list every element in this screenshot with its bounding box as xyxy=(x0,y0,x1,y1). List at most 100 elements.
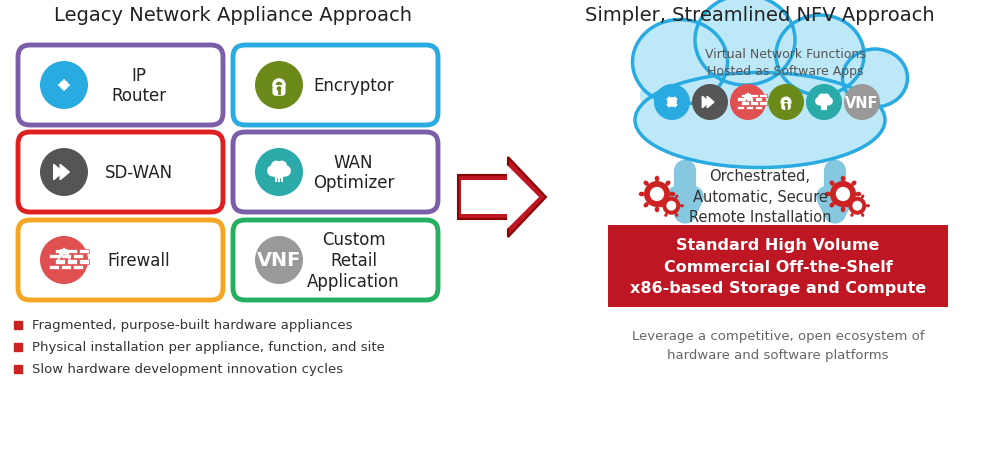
Ellipse shape xyxy=(655,177,660,182)
Circle shape xyxy=(806,85,842,121)
Bar xyxy=(755,98,763,101)
Ellipse shape xyxy=(695,0,795,86)
FancyArrow shape xyxy=(458,157,546,238)
Ellipse shape xyxy=(639,192,645,197)
Circle shape xyxy=(279,166,291,177)
Text: WAN
Optimizer: WAN Optimizer xyxy=(313,153,394,192)
Circle shape xyxy=(255,62,303,110)
Circle shape xyxy=(40,237,88,284)
Bar xyxy=(741,102,749,106)
Text: Standard High Volume
Commercial Off-the-Shelf
x86-based Storage and Compute: Standard High Volume Commercial Off-the-… xyxy=(630,238,926,295)
Circle shape xyxy=(830,182,856,207)
Ellipse shape xyxy=(699,11,791,87)
Circle shape xyxy=(663,197,680,215)
Ellipse shape xyxy=(780,31,860,97)
Ellipse shape xyxy=(846,65,903,109)
Text: IP
Router: IP Router xyxy=(111,66,166,105)
Circle shape xyxy=(271,164,287,179)
Ellipse shape xyxy=(644,181,649,187)
Circle shape xyxy=(276,161,287,172)
Ellipse shape xyxy=(861,213,864,217)
Polygon shape xyxy=(743,94,753,103)
FancyBboxPatch shape xyxy=(18,221,223,300)
Bar xyxy=(49,265,59,269)
Bar xyxy=(746,98,753,101)
Bar xyxy=(79,249,89,254)
Text: Custom
Retail
Application: Custom Retail Application xyxy=(308,231,400,290)
Ellipse shape xyxy=(640,48,880,143)
FancyArrow shape xyxy=(461,166,539,229)
Bar xyxy=(746,106,753,110)
Circle shape xyxy=(666,201,676,211)
Bar xyxy=(61,254,71,258)
Ellipse shape xyxy=(842,50,907,108)
Circle shape xyxy=(822,94,830,102)
FancyBboxPatch shape xyxy=(781,103,791,111)
Ellipse shape xyxy=(850,213,853,217)
Polygon shape xyxy=(58,248,70,260)
Bar xyxy=(759,102,767,106)
Polygon shape xyxy=(54,165,63,180)
Circle shape xyxy=(692,85,728,121)
Text: Orchestrated,
Automatic, Secure
Remote Installation: Orchestrated, Automatic, Secure Remote I… xyxy=(689,169,832,224)
Ellipse shape xyxy=(655,207,660,213)
Circle shape xyxy=(271,161,282,172)
Bar xyxy=(73,265,84,269)
FancyBboxPatch shape xyxy=(18,46,223,126)
Text: Leverage a competitive, open ecosystem of
hardware and software platforms: Leverage a competitive, open ecosystem o… xyxy=(632,329,924,361)
Circle shape xyxy=(848,197,866,215)
Ellipse shape xyxy=(855,192,861,197)
FancyBboxPatch shape xyxy=(18,133,223,212)
Ellipse shape xyxy=(644,203,649,208)
Bar xyxy=(759,95,767,98)
Ellipse shape xyxy=(830,203,835,208)
Ellipse shape xyxy=(844,205,848,208)
Bar xyxy=(79,260,89,264)
Ellipse shape xyxy=(635,73,885,168)
Ellipse shape xyxy=(665,203,670,208)
Bar xyxy=(271,170,286,174)
Bar xyxy=(750,102,758,106)
Ellipse shape xyxy=(776,16,864,96)
Ellipse shape xyxy=(637,35,723,106)
Bar xyxy=(608,226,948,307)
Polygon shape xyxy=(702,97,709,109)
Text: Fragmented, purpose-built hardware appliances: Fragmented, purpose-built hardware appli… xyxy=(32,319,353,332)
Circle shape xyxy=(836,187,850,202)
Circle shape xyxy=(644,182,670,207)
Bar xyxy=(55,249,65,254)
Ellipse shape xyxy=(840,207,845,213)
Text: Legacy Network Appliance Approach: Legacy Network Appliance Approach xyxy=(54,5,412,25)
Bar xyxy=(73,254,84,258)
Text: SD-WAN: SD-WAN xyxy=(104,164,173,182)
Ellipse shape xyxy=(825,192,831,197)
Ellipse shape xyxy=(861,195,864,199)
Circle shape xyxy=(852,201,862,211)
Circle shape xyxy=(255,237,303,284)
Circle shape xyxy=(650,187,665,202)
Bar xyxy=(67,260,78,264)
Text: Physical installation per appliance, function, and site: Physical installation per appliance, fun… xyxy=(32,341,385,354)
Ellipse shape xyxy=(851,181,856,187)
Ellipse shape xyxy=(665,181,670,187)
Bar xyxy=(737,106,744,110)
Circle shape xyxy=(267,166,278,177)
Circle shape xyxy=(276,87,281,92)
Circle shape xyxy=(255,149,303,197)
Bar xyxy=(737,98,744,101)
Circle shape xyxy=(844,85,880,121)
Circle shape xyxy=(818,94,826,102)
Circle shape xyxy=(825,97,833,106)
Text: Encryptor: Encryptor xyxy=(314,77,394,95)
Bar xyxy=(55,260,65,264)
Text: Virtual Network Functions
Hosted as Software Apps: Virtual Network Functions Hosted as Soft… xyxy=(705,48,865,78)
Ellipse shape xyxy=(680,205,684,208)
Text: Firewall: Firewall xyxy=(107,252,170,269)
FancyBboxPatch shape xyxy=(233,46,438,126)
Ellipse shape xyxy=(866,205,870,208)
Circle shape xyxy=(818,96,830,108)
Polygon shape xyxy=(707,97,714,109)
Ellipse shape xyxy=(675,195,678,199)
FancyBboxPatch shape xyxy=(233,133,438,212)
Ellipse shape xyxy=(632,20,727,105)
